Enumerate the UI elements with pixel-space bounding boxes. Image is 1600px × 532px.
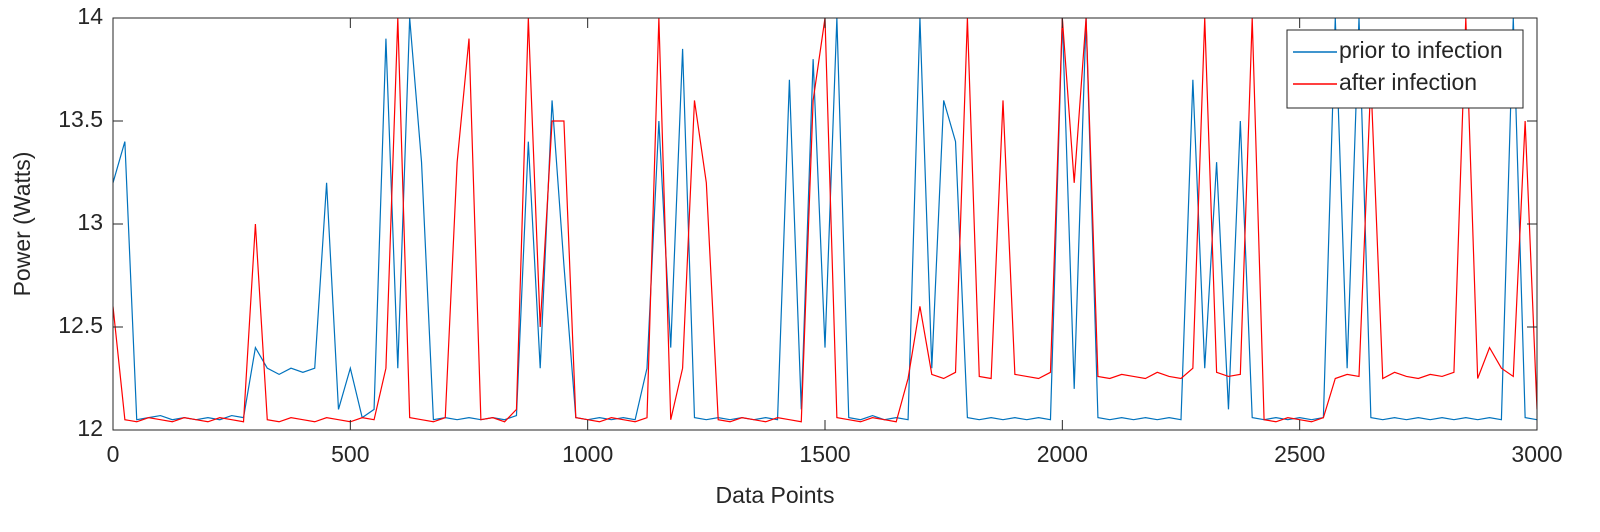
y-tick-label: 13 <box>77 209 103 235</box>
y-tick-label: 12.5 <box>58 312 103 338</box>
y-tick-label: 14 <box>77 3 103 29</box>
x-tick-label: 2000 <box>1037 441 1088 467</box>
legend-label: after infection <box>1339 69 1477 95</box>
x-tick-label: 2500 <box>1274 441 1325 467</box>
y-axis-label: Power (Watts) <box>9 152 35 297</box>
legend-label: prior to infection <box>1339 37 1503 63</box>
x-axis-label: Data Points <box>716 482 835 508</box>
x-tick-label: 500 <box>331 441 369 467</box>
legend-box <box>1286 29 1524 109</box>
y-tick-label: 13.5 <box>58 106 103 132</box>
y-tick-label: 12 <box>77 415 103 441</box>
x-tick-label: 0 <box>107 441 120 467</box>
x-tick-label: 3000 <box>1511 441 1562 467</box>
data-line <box>113 18 1537 421</box>
x-tick-label: 1000 <box>562 441 613 467</box>
x-tick-label: 1500 <box>799 441 850 467</box>
